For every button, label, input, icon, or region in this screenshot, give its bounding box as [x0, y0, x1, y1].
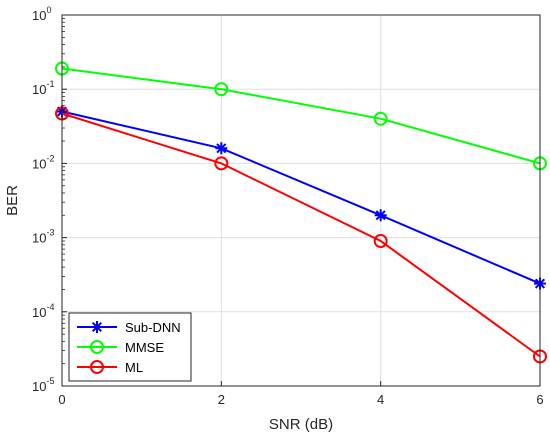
series-sub-dnn — [56, 105, 546, 290]
data-point-sub-dnn — [374, 209, 387, 222]
legend-marker — [90, 360, 104, 374]
legend-item-ml: ML — [77, 360, 143, 375]
data-point-sub-dnn — [215, 142, 228, 155]
series-mmse — [55, 61, 547, 171]
series-line-mmse — [61, 67, 541, 165]
legend-label: MMSE — [125, 340, 164, 355]
data-point-mmse — [373, 111, 388, 126]
ticks: 0 2 4 6 100 10-1 10-2 10-3 10-4 10-5 — [32, 5, 544, 407]
marker-stroke — [91, 321, 103, 333]
legend: Sub-DNN MMSE ML — [68, 312, 192, 382]
plot-frame — [61, 14, 541, 387]
legend-item-sub-dnn: Sub-DNN — [77, 320, 181, 335]
series-line-sub-dnn — [61, 110, 541, 285]
x-tick-label: 6 — [536, 392, 543, 407]
y-tick-label: 10-2 — [32, 153, 54, 171]
legend-label: Sub-DNN — [125, 320, 181, 335]
legend-marker — [91, 321, 103, 333]
x-tick-label: 4 — [377, 392, 384, 407]
y-tick-label: 100 — [32, 5, 51, 23]
legend-label: ML — [125, 360, 143, 375]
x-tick-label: 0 — [58, 392, 65, 407]
y-axis-label: BER — [4, 185, 21, 216]
legend-marker — [90, 340, 104, 354]
legend-item-mmse: MMSE — [77, 340, 164, 355]
marker-stroke — [375, 210, 386, 221]
x-tick-label: 2 — [218, 392, 225, 407]
y-tick-label: 10-5 — [32, 376, 54, 394]
data-point-ml — [214, 156, 229, 171]
y-tick-label: 10-4 — [32, 302, 54, 320]
x-axis-label: SNR (dB) — [269, 416, 333, 433]
y-tick-label: 10-1 — [32, 79, 54, 97]
data-point-ml — [373, 233, 388, 248]
series-line-ml — [61, 112, 541, 358]
y-tick-label: 10-3 — [32, 228, 54, 246]
data-point-mmse — [214, 82, 229, 97]
marker-stroke — [216, 143, 227, 154]
